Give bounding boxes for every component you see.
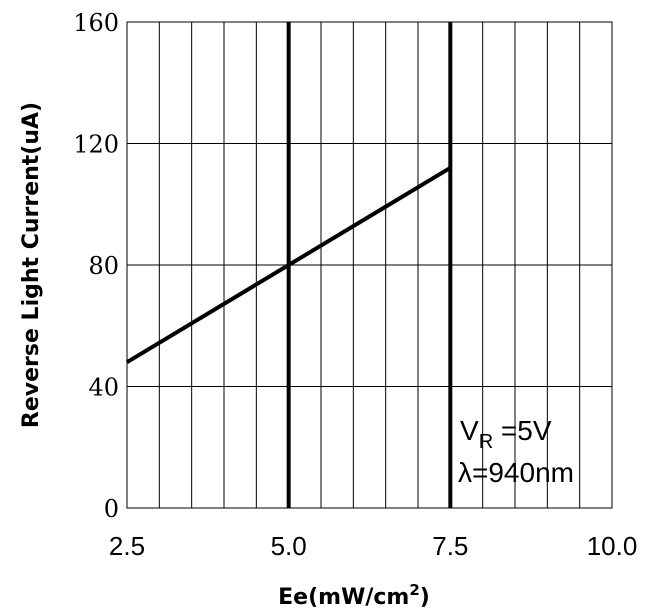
y-tick-label: 0 xyxy=(104,495,119,523)
vr-subscript: R xyxy=(479,431,493,453)
y-axis-title: Reverse Light Current(uA) xyxy=(19,102,44,428)
y-tick-label: 160 xyxy=(73,9,119,37)
y-tick-label: 120 xyxy=(73,131,119,159)
plot-frame xyxy=(126,21,613,509)
x-tick-label: 7.5 xyxy=(432,531,468,561)
y-tick-label: 80 xyxy=(88,252,119,280)
y-tick-label: 40 xyxy=(88,374,119,402)
x-axis-title: Ee(mW/cm2) xyxy=(278,581,430,610)
vr-annotation: VR =5V xyxy=(460,415,552,453)
x-axis-title-superscript: 2 xyxy=(409,581,419,599)
x-tick-label: 10.0 xyxy=(587,531,638,561)
tick-labels: 0 40 80 120 160 2.5 5.0 7.5 10.0 xyxy=(73,9,637,561)
x-tick-label: 5.0 xyxy=(271,531,307,561)
x-tick-label: 2.5 xyxy=(109,531,145,561)
series-layer xyxy=(125,166,452,364)
vr-value: =5V xyxy=(493,415,552,446)
x-axis-title-end: ) xyxy=(420,585,430,610)
vr-symbol: V xyxy=(460,415,479,446)
wavelength-annotation: λ=940nm xyxy=(458,457,574,488)
series-line xyxy=(125,166,452,364)
x-axis-title-main: Ee(mW/cm xyxy=(278,585,409,610)
